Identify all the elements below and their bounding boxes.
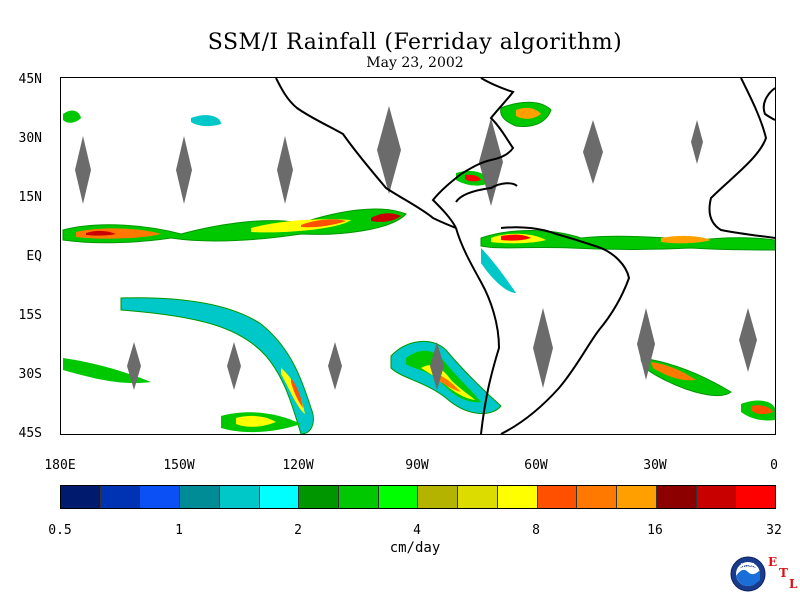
lat-label-15s: 15S — [18, 308, 42, 323]
colorbar-unit-label: cm/day — [389, 540, 441, 556]
colorbar-tick-label: 2 — [294, 523, 302, 538]
map-date: May 23, 2002 — [366, 55, 464, 71]
colorbar-tick-label: 0.5 — [48, 523, 72, 538]
colorbar-tick-label: 8 — [532, 523, 540, 538]
lon-label-150w: 150W — [163, 458, 195, 473]
spcz-rain-band — [63, 297, 314, 434]
lon-label-180e: 180E — [44, 458, 76, 473]
rainfall-map — [60, 77, 776, 435]
etl-letter-l: L — [789, 577, 798, 591]
colorbar-segment — [140, 486, 181, 508]
nw-pacific-rain — [63, 110, 221, 127]
lat-label-15n: 15N — [18, 190, 42, 205]
colorbar-segment — [219, 486, 260, 508]
rainfall-colorbar — [60, 485, 776, 509]
lon-label-30w: 30W — [643, 458, 667, 473]
colorbar-segment — [736, 486, 775, 508]
lon-label-120w: 120W — [282, 458, 314, 473]
lat-label-eq: EQ — [26, 249, 42, 264]
noaa-logo-text: NOAA — [741, 563, 756, 569]
colorbar-segment — [61, 486, 101, 508]
colorbar-segment — [339, 486, 379, 508]
etl-letter-e: E — [768, 555, 778, 569]
colorbar-segment — [100, 486, 141, 508]
colorbar-tick-label: 1 — [175, 523, 183, 538]
missing-data-swaths — [75, 106, 757, 390]
etl-letter-t: T — [779, 566, 788, 580]
coastlines — [275, 78, 775, 434]
lat-label-45n: 45N — [18, 72, 42, 87]
lat-label-45s: 45S — [18, 426, 42, 441]
colorbar-segment — [537, 486, 578, 508]
colorbar-segment — [299, 486, 340, 508]
rainfall-map-svg — [62, 78, 775, 434]
caribbean-rain — [456, 101, 552, 186]
lat-label-30n: 30N — [18, 131, 42, 146]
colorbar-segment — [458, 486, 498, 508]
colorbar-segment — [418, 486, 459, 508]
colorbar-tick-label: 16 — [647, 523, 663, 538]
lon-label-90w: 90W — [405, 458, 429, 473]
colorbar-tick-label: 4 — [413, 523, 421, 538]
se-pacific-storm — [390, 340, 502, 415]
colorbar-segment — [378, 486, 419, 508]
lon-label-60w: 60W — [524, 458, 548, 473]
colorbar-segment — [259, 486, 300, 508]
colorbar-segment — [497, 486, 538, 508]
map-title: SSM/I Rainfall (Ferriday algorithm) — [207, 30, 623, 55]
lon-label-0: 0 — [770, 458, 778, 473]
pacific-itcz-rain-band — [62, 208, 407, 244]
colorbar-segment — [696, 486, 737, 508]
colorbar-segment — [180, 486, 220, 508]
noaa-logo: NOAA — [730, 556, 766, 592]
colorbar-segment — [617, 486, 657, 508]
south-atlantic-rain — [640, 357, 775, 421]
colorbar-segment — [577, 486, 618, 508]
colorbar-tick-label: 32 — [766, 523, 782, 538]
lat-label-30s: 30S — [18, 367, 42, 382]
atlantic-itcz-rain-band — [480, 230, 775, 293]
colorbar-segment — [656, 486, 697, 508]
